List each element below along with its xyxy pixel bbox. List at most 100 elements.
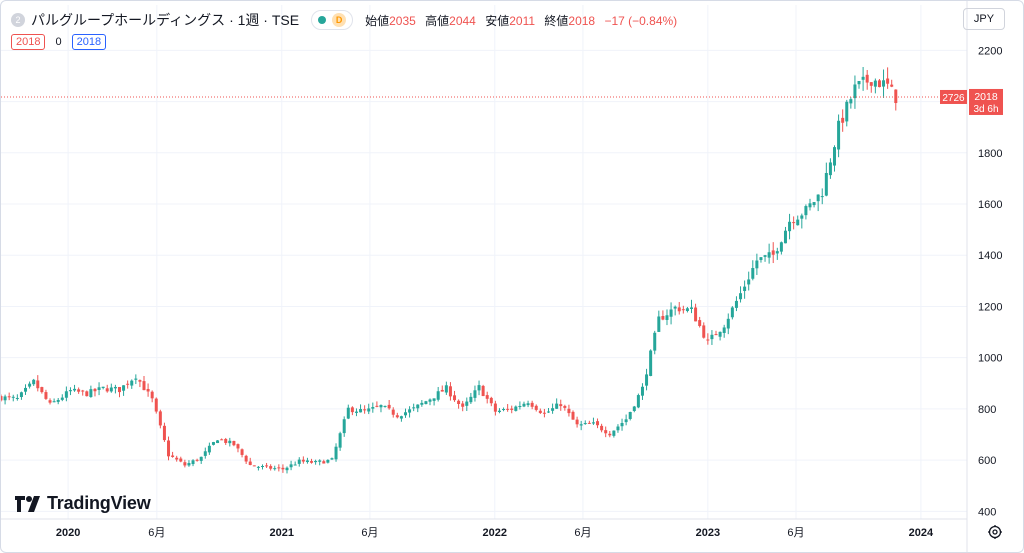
candle-body <box>604 430 608 434</box>
candle-body <box>310 461 314 463</box>
candle-body <box>759 257 763 260</box>
candle-body <box>542 412 546 414</box>
sell-button[interactable]: 2018 <box>11 34 46 50</box>
candle-body <box>812 202 816 206</box>
candle-body <box>285 467 289 471</box>
candle-body <box>117 386 121 393</box>
candle-body <box>853 84 857 99</box>
candle-body <box>857 81 861 85</box>
candle-body <box>649 350 653 376</box>
candle-body <box>77 389 81 392</box>
candle-body <box>40 387 44 393</box>
last-price-text: 2018 <box>974 91 998 103</box>
candle-body <box>796 219 800 226</box>
candle-body <box>187 463 191 466</box>
candle-body <box>154 398 158 412</box>
candle-body <box>277 467 281 469</box>
currency-button[interactable]: JPY <box>963 8 1005 30</box>
open-value: 2035 <box>389 13 416 28</box>
y-tick-label: 800 <box>978 404 996 416</box>
candle-body <box>444 385 448 393</box>
candle-body <box>52 401 56 403</box>
symbol-title[interactable]: パルグループホールディングス · 1週 · TSE <box>31 12 300 28</box>
high-value: 2044 <box>449 13 476 28</box>
candle-body <box>681 309 685 311</box>
candle-body <box>526 403 530 406</box>
buy-button[interactable]: 2018 <box>71 34 107 50</box>
x-tick-label: 2020 <box>56 527 80 539</box>
candle-body <box>743 286 747 292</box>
candle-body <box>739 293 743 300</box>
candle-body <box>412 407 416 409</box>
logo-text: TradingView <box>47 493 151 513</box>
candle-body <box>751 268 755 279</box>
candle-body <box>269 466 273 469</box>
y-tick-label: 600 <box>978 455 996 467</box>
candle-body <box>457 400 461 405</box>
candle-body <box>314 460 318 463</box>
candle-body <box>685 308 689 312</box>
candle-body <box>555 403 559 409</box>
candle-body <box>126 383 130 385</box>
candle-body <box>596 421 600 426</box>
candle-body <box>350 407 354 413</box>
crosshair-price-tag <box>940 89 967 104</box>
candle-body <box>514 406 518 411</box>
candle-body <box>890 84 894 87</box>
candle-body <box>232 440 236 446</box>
candle-body <box>775 251 779 254</box>
candle-body <box>1 396 3 401</box>
candle-body <box>146 388 150 392</box>
ohlc-readout: 始値2035 高値2044 安値2011 終値2018 −17 (−0.84%) <box>365 12 683 29</box>
x-tick-label: 2021 <box>270 527 294 539</box>
candle-body <box>473 390 477 398</box>
tradingview-logo[interactable]: TradingView <box>15 493 151 514</box>
candle-body <box>636 395 640 408</box>
candle-body <box>730 307 734 318</box>
candle-body <box>105 388 109 392</box>
candle-body <box>420 402 424 405</box>
y-tick-label: 1600 <box>978 199 1002 211</box>
candle-body <box>240 449 244 455</box>
candle-body <box>24 387 28 392</box>
candle-body <box>493 403 497 412</box>
candle-body <box>301 459 305 462</box>
candle-body <box>783 230 787 244</box>
candle-body <box>489 397 493 404</box>
candle-body <box>600 425 604 431</box>
candle-body <box>530 402 534 407</box>
candle-body <box>440 389 444 392</box>
candle-body <box>167 440 171 457</box>
candle-body <box>710 334 714 340</box>
candle-body <box>19 392 23 398</box>
candle-body <box>134 378 138 380</box>
candle-body <box>216 440 220 444</box>
gear-icon[interactable] <box>987 524 1003 540</box>
candle-body <box>722 327 726 333</box>
candle-body <box>179 458 183 462</box>
candle-body <box>416 404 420 409</box>
candle-body <box>833 147 837 166</box>
candle-body <box>428 399 432 402</box>
change-value: −17 (−0.84%) <box>604 13 678 28</box>
candle-body <box>820 196 824 198</box>
candle-body <box>265 465 269 467</box>
candle-body <box>93 388 97 392</box>
low-label: 安値 <box>485 13 510 28</box>
candle-body <box>873 80 877 87</box>
candle-body <box>579 424 583 426</box>
candle-body <box>256 466 260 468</box>
candle-body <box>559 404 563 407</box>
candle-body <box>563 405 567 408</box>
market-open-dot-icon <box>318 16 327 24</box>
market-status[interactable]: D <box>311 10 354 30</box>
candle-body <box>359 409 363 413</box>
candle-body <box>677 307 681 312</box>
candle-body <box>845 101 849 122</box>
candle-body <box>191 460 195 465</box>
candle-body <box>199 456 203 461</box>
candle-body <box>391 409 395 415</box>
candle-body <box>3 396 7 401</box>
candle-body <box>305 460 309 463</box>
